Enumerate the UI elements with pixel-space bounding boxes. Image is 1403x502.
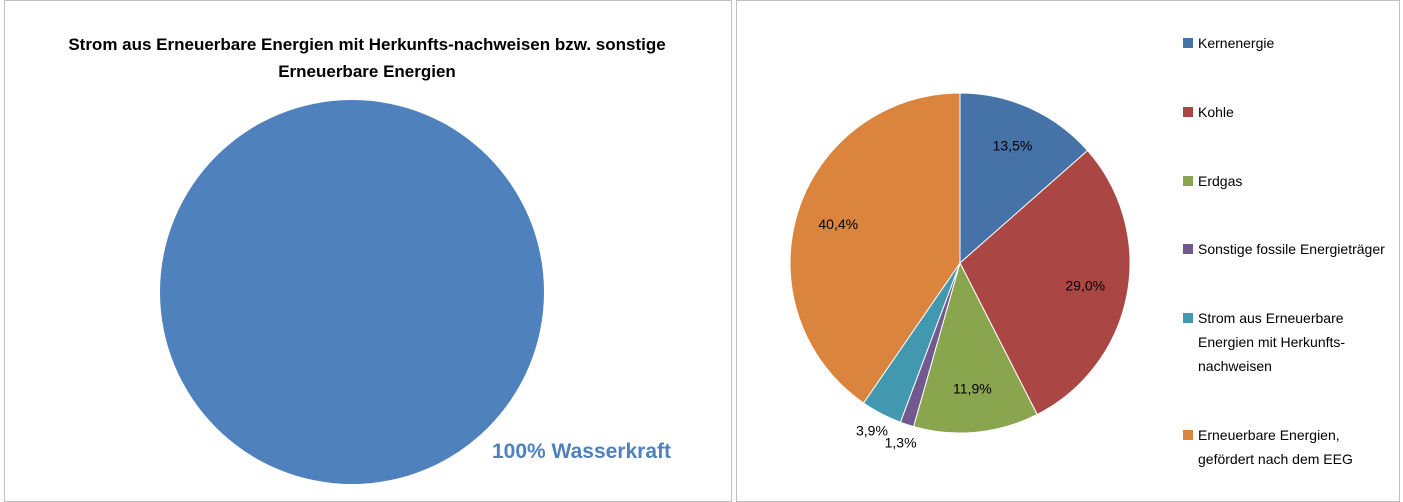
pie-slice (789, 92, 961, 404)
legend-swatch (1183, 244, 1193, 255)
legend-item: Erneuerbare Energien, gefördert nach dem… (1183, 423, 1393, 471)
legend-item: Strom aus Erneuerbare Energien mit Herku… (1183, 306, 1393, 378)
legend-label: Kernenergie (1198, 35, 1275, 51)
legend-swatch (1183, 429, 1193, 440)
legend-swatch (1183, 38, 1193, 48)
legend-item: Kohle (1183, 100, 1393, 124)
pie-slice (959, 149, 1131, 416)
legend-label: Sonstige fossile Energieträger (1198, 241, 1385, 258)
legend-label: Kohle (1198, 103, 1234, 120)
legend-item: Sonstige fossile Energieträger (1183, 237, 1393, 261)
legend-swatch (1183, 106, 1193, 117)
left-chart: 100% Wasserkraft Strom aus Erneuerbare E… (4, 0, 732, 502)
legend-label: Erneuerbare Energien, gefördert nach dem… (1198, 426, 1353, 467)
pie-slice (160, 100, 544, 484)
legend-label: Erdgas (1198, 172, 1243, 189)
data-label: 100% Wasserkraft (492, 440, 671, 463)
data-label: 1,3% (885, 435, 917, 451)
legend-swatch (1183, 175, 1193, 186)
chart-title: Strom aus Erneuerbare Energien mit Herku… (68, 35, 666, 81)
legend-label: Strom aus Erneuerbare Energien mit Herku… (1198, 310, 1346, 375)
legend: Kernenergie Kohle Erdgas Sonstige fossile E… (1183, 31, 1393, 471)
right-chart: 13,5% 29,0% 11,9% 1,3% 3,9% 40,4% Kernenergie… (736, 0, 1400, 502)
data-label: 29,0% (1065, 278, 1105, 294)
pie-area: 13,5% 29,0% 11,9% 1,3%3,9% 40,4% (789, 92, 1131, 451)
data-label: 13,5% (993, 137, 1033, 153)
data-label: 11,9% (953, 381, 992, 397)
data-label: 3,9% (856, 423, 888, 439)
legend-item: Kernenergie (1183, 31, 1393, 55)
pie-area: 100% Wasserkraft (160, 100, 671, 484)
pie-slice (959, 92, 1089, 265)
legend-item: Erdgas (1183, 169, 1393, 193)
pie-slice (912, 261, 1038, 434)
legend-swatch (1183, 313, 1193, 324)
data-label: 40,4% (818, 216, 858, 232)
